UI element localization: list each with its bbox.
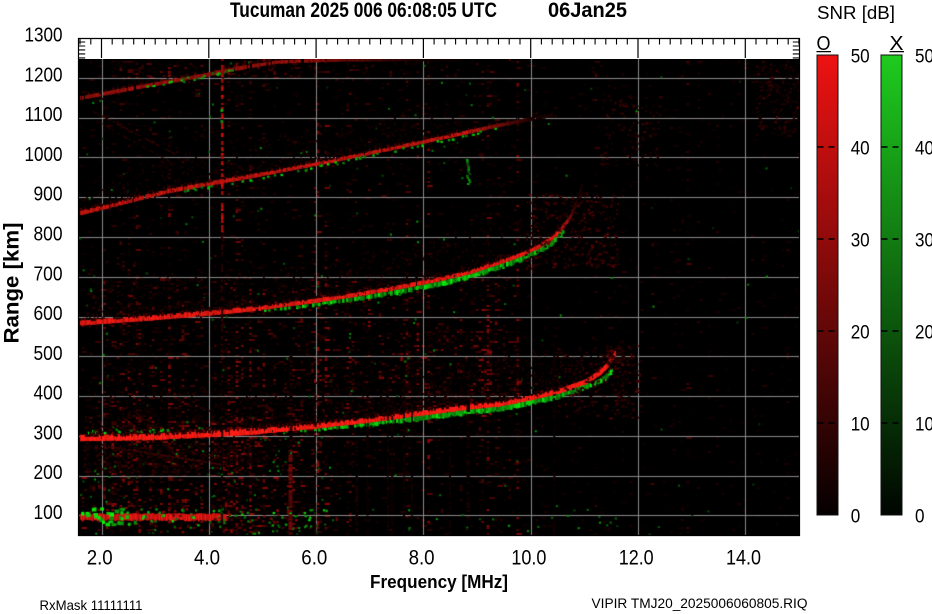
svg-text:600: 600 bbox=[34, 302, 63, 325]
svg-text:06Jan25: 06Jan25 bbox=[548, 0, 627, 22]
svg-text:Range [km]: Range [km] bbox=[1, 223, 24, 344]
svg-text:SNR [dB]: SNR [dB] bbox=[817, 3, 895, 23]
svg-text:1200: 1200 bbox=[25, 63, 63, 86]
svg-text:20: 20 bbox=[851, 321, 870, 343]
svg-text:100: 100 bbox=[34, 501, 63, 524]
svg-text:1300: 1300 bbox=[25, 24, 63, 47]
svg-text:4.0: 4.0 bbox=[194, 546, 220, 569]
svg-text:700: 700 bbox=[34, 262, 63, 285]
svg-text:Tucuman 2025 006 06:08:05 UTC: Tucuman 2025 006 06:08:05 UTC bbox=[230, 0, 497, 22]
svg-text:8.0: 8.0 bbox=[409, 546, 435, 569]
svg-text:900: 900 bbox=[34, 183, 63, 206]
svg-text:30: 30 bbox=[915, 229, 932, 251]
svg-text:200: 200 bbox=[34, 461, 63, 484]
svg-text:50: 50 bbox=[915, 45, 932, 67]
svg-text:RxMask 11111111: RxMask 11111111 bbox=[40, 597, 143, 613]
svg-text:6.0: 6.0 bbox=[301, 546, 327, 569]
svg-text:800: 800 bbox=[34, 223, 63, 246]
svg-text:14.0: 14.0 bbox=[726, 546, 761, 569]
svg-text:40: 40 bbox=[915, 137, 932, 159]
svg-text:1000: 1000 bbox=[25, 143, 63, 166]
svg-text:10: 10 bbox=[915, 413, 932, 435]
svg-text:500: 500 bbox=[34, 342, 63, 365]
svg-text:O: O bbox=[817, 33, 831, 55]
svg-text:10.0: 10.0 bbox=[511, 546, 546, 569]
svg-text:X: X bbox=[890, 33, 904, 55]
svg-text:0: 0 bbox=[851, 505, 861, 527]
svg-text:300: 300 bbox=[34, 422, 63, 445]
svg-text:Frequency [MHz]: Frequency [MHz] bbox=[370, 571, 508, 592]
svg-text:12.0: 12.0 bbox=[619, 546, 654, 569]
svg-text:10: 10 bbox=[851, 413, 870, 435]
svg-text:40: 40 bbox=[851, 137, 870, 159]
svg-text:30: 30 bbox=[851, 229, 870, 251]
svg-text:2.0: 2.0 bbox=[87, 546, 113, 569]
svg-text:VIPIR TMJ20_2025006060805.RIQ: VIPIR TMJ20_2025006060805.RIQ bbox=[592, 596, 808, 611]
svg-text:1100: 1100 bbox=[25, 103, 63, 126]
svg-text:50: 50 bbox=[851, 45, 870, 67]
svg-text:0: 0 bbox=[915, 505, 925, 527]
svg-text:20: 20 bbox=[915, 321, 932, 343]
svg-text:400: 400 bbox=[34, 382, 63, 405]
